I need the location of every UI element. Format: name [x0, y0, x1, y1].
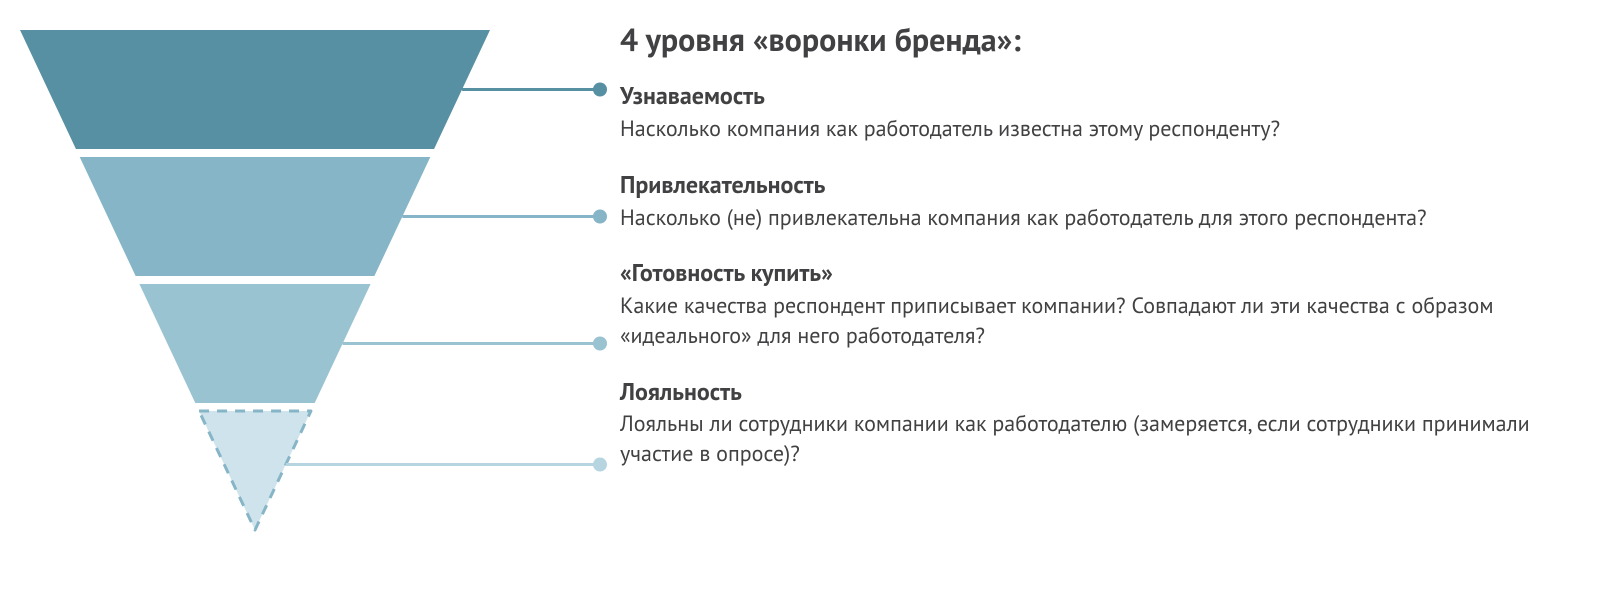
level-desc: Какие качества респондент приписывает ко…: [620, 292, 1580, 351]
level-desc: Лояльны ли сотрудники компании как работ…: [620, 410, 1580, 469]
connector-dot-1: [593, 83, 607, 97]
level-title: «Готовность купить»: [620, 259, 1580, 288]
funnel-band-2: [80, 157, 431, 276]
level-block-2: Привлекательность Насколько (не) привлек…: [620, 171, 1580, 233]
level-desc: Насколько компания как работодатель изве…: [620, 115, 1580, 145]
main-title: 4 уровня «воронки бренда»:: [620, 20, 1580, 58]
level-block-1: Узнаваемость Насколько компания как рабо…: [620, 82, 1580, 144]
level-title: Лояльность: [620, 378, 1580, 407]
level-title: Привлекательность: [620, 171, 1580, 200]
level-title: Узнаваемость: [620, 82, 1580, 111]
connector-dot-2: [593, 210, 607, 224]
level-desc: Насколько (не) привлекательна компания к…: [620, 204, 1580, 234]
funnel-band-1: [20, 30, 490, 149]
level-block-3: «Готовность купить» Какие качества респо…: [620, 259, 1580, 351]
diagram-stage: 4 уровня «воронки бренда»: Узнаваемость …: [0, 0, 1620, 608]
connector-dot-4: [593, 458, 607, 472]
connector-dot-3: [593, 337, 607, 351]
funnel-diagram: [20, 30, 611, 570]
funnel-band-3: [139, 284, 370, 403]
text-column: 4 уровня «воронки бренда»: Узнаваемость …: [620, 20, 1580, 496]
funnel-band-4-dashed: [199, 411, 311, 530]
level-block-4: Лояльность Лояльны ли сотрудники компани…: [620, 378, 1580, 470]
